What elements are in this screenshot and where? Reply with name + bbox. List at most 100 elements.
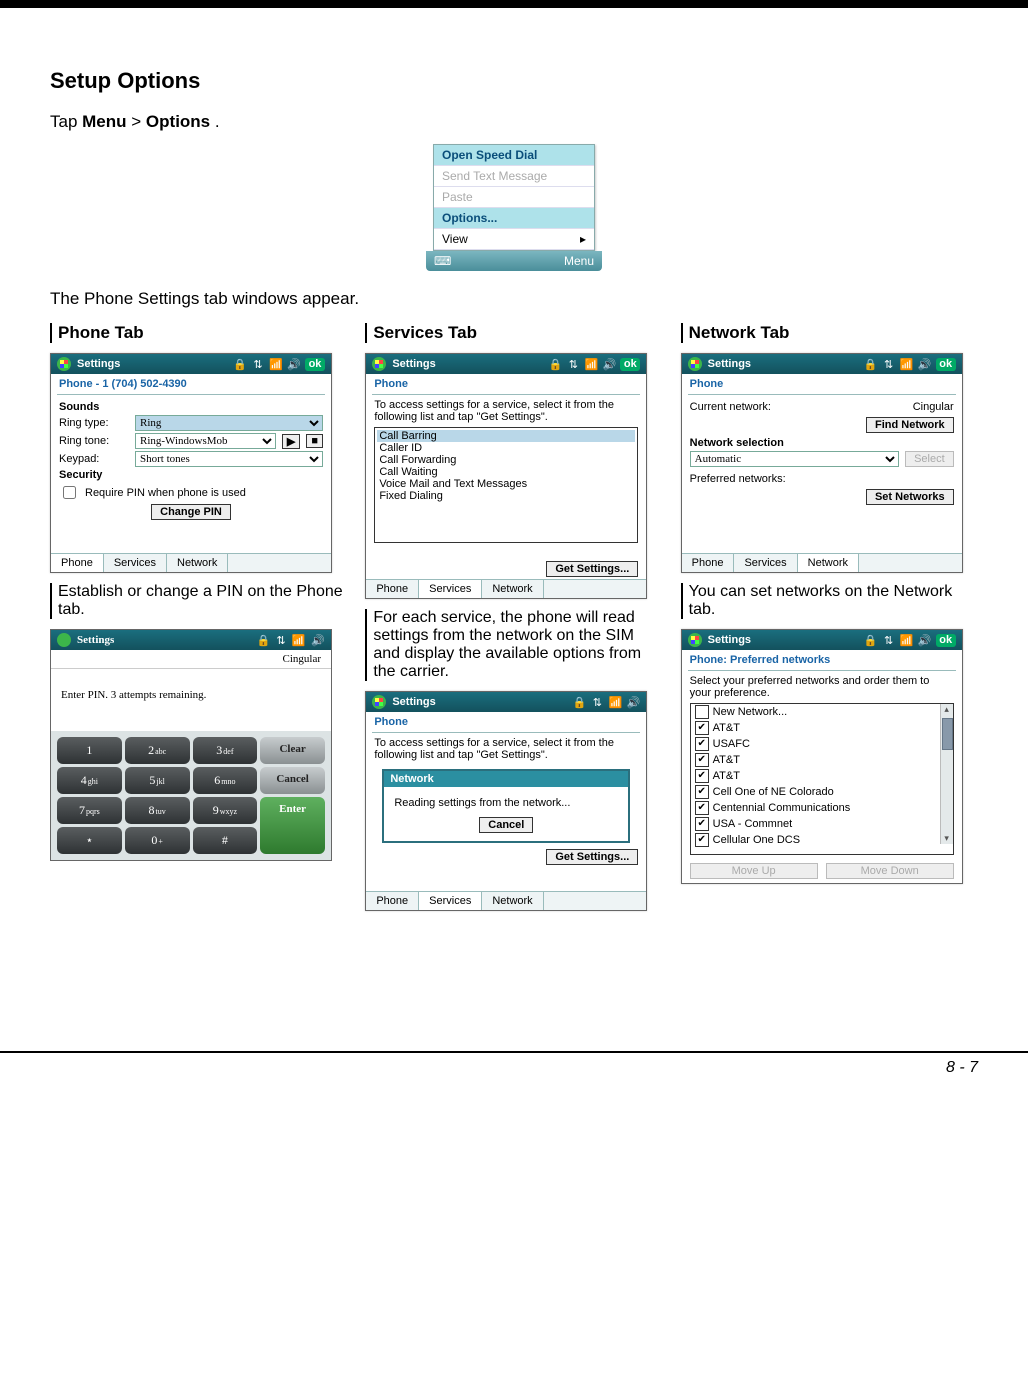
tab-network[interactable]: Network bbox=[482, 580, 543, 598]
prefnet-checkbox[interactable]: ✔ bbox=[695, 737, 709, 751]
signal-icon: 📶 bbox=[292, 634, 306, 647]
find-network-button[interactable]: Find Network bbox=[866, 417, 954, 433]
ringtone-select[interactable]: Ring-WindowsMob bbox=[135, 433, 276, 449]
key-enter[interactable]: Enter bbox=[260, 797, 325, 854]
prefnet-row[interactable]: ✔Centennial Communications bbox=[691, 800, 940, 816]
services-text: To access settings for a service, select… bbox=[374, 737, 638, 761]
tab-services[interactable]: Services bbox=[104, 554, 167, 572]
tab-phone[interactable]: Phone bbox=[366, 580, 419, 598]
menu-options[interactable]: Options... bbox=[434, 208, 594, 229]
network-selection-select[interactable]: Automatic bbox=[690, 451, 899, 467]
volume-icon: 🔊 bbox=[311, 634, 325, 647]
popup-cancel-button[interactable]: Cancel bbox=[479, 817, 533, 833]
tab-services[interactable]: Services bbox=[419, 892, 482, 910]
wm-titlebar: Settings 🔒 ⇅ 📶 🔊 ok bbox=[682, 354, 962, 374]
scrollbar[interactable] bbox=[940, 704, 953, 844]
get-settings-button[interactable]: Get Settings... bbox=[546, 849, 638, 865]
require-pin-checkbox[interactable] bbox=[63, 486, 76, 499]
services-list[interactable]: Call Barring Caller ID Call Forwarding C… bbox=[374, 427, 638, 543]
wm-title-text: Settings bbox=[708, 634, 858, 646]
service-item[interactable]: Voice Mail and Text Messages bbox=[377, 478, 635, 490]
prefnet-checkbox[interactable]: ✔ bbox=[695, 817, 709, 831]
prefnet-row[interactable]: ✔AT&T bbox=[691, 720, 940, 736]
change-pin-button[interactable]: Change PIN bbox=[151, 504, 231, 520]
select-network-button: Select bbox=[905, 451, 954, 467]
ringtype-select[interactable]: Ring bbox=[135, 415, 323, 431]
scrollbar-thumb[interactable] bbox=[942, 718, 953, 750]
prefnet-checkbox[interactable]: ✔ bbox=[695, 721, 709, 735]
move-down-button: Move Down bbox=[826, 863, 954, 879]
tab-network[interactable]: Network bbox=[167, 554, 228, 572]
sync-icon: ⇅ bbox=[276, 634, 285, 647]
menu-softkey[interactable]: ⌨ Menu bbox=[426, 251, 602, 271]
key-4[interactable]: 4ghi bbox=[57, 767, 122, 794]
service-item[interactable]: Caller ID bbox=[377, 442, 635, 454]
prefnet-list[interactable]: New Network...✔AT&T✔USAFC✔AT&T✔AT&T✔Cell… bbox=[690, 703, 954, 855]
service-item[interactable]: Call Barring bbox=[377, 430, 635, 442]
key-cancel[interactable]: Cancel bbox=[260, 767, 325, 794]
start-icon[interactable] bbox=[688, 633, 702, 647]
service-item[interactable]: Call Forwarding bbox=[377, 454, 635, 466]
service-item[interactable]: Fixed Dialing bbox=[377, 490, 635, 502]
prefnet-checkbox[interactable]: ✔ bbox=[695, 833, 709, 847]
menu-figure: Open Speed Dial Send Text Message Paste … bbox=[50, 144, 978, 271]
start-icon[interactable] bbox=[372, 695, 386, 709]
menu-open-speed-dial[interactable]: Open Speed Dial bbox=[434, 145, 594, 166]
key-1[interactable]: 1 bbox=[57, 737, 122, 764]
menu-paste: Paste bbox=[434, 187, 594, 208]
stop-button[interactable]: ■ bbox=[306, 434, 323, 448]
key-0[interactable]: 0+ bbox=[125, 827, 190, 854]
key-3[interactable]: 3def bbox=[193, 737, 258, 764]
start-icon[interactable] bbox=[57, 633, 71, 647]
prefnet-checkbox[interactable] bbox=[695, 705, 709, 719]
ok-button[interactable]: ok bbox=[936, 634, 956, 647]
service-item[interactable]: Call Waiting bbox=[377, 466, 635, 478]
key-8[interactable]: 8tuv bbox=[125, 797, 190, 824]
lock-icon: 🔒 bbox=[257, 634, 271, 647]
key-2[interactable]: 2abc bbox=[125, 737, 190, 764]
prefnet-row[interactable]: ✔USAFC bbox=[691, 736, 940, 752]
col-network-head: Network Tab bbox=[681, 323, 978, 343]
menu-view[interactable]: View ▸ bbox=[434, 229, 594, 250]
ok-button[interactable]: ok bbox=[620, 358, 640, 371]
keypad-select[interactable]: Short tones bbox=[135, 451, 323, 467]
tab-network[interactable]: Network bbox=[482, 892, 543, 910]
tab-network[interactable]: Network bbox=[798, 554, 859, 572]
key-7[interactable]: 7pqrs bbox=[57, 797, 122, 824]
tab-phone[interactable]: Phone bbox=[682, 554, 735, 572]
get-settings-button[interactable]: Get Settings... bbox=[546, 561, 638, 577]
ok-button[interactable]: ok bbox=[936, 358, 956, 371]
prefnet-row[interactable]: New Network... bbox=[691, 704, 940, 720]
start-icon[interactable] bbox=[57, 357, 71, 371]
set-networks-button[interactable]: Set Networks bbox=[866, 489, 954, 505]
tab-phone[interactable]: Phone bbox=[366, 892, 419, 910]
ok-button[interactable]: ok bbox=[305, 358, 325, 371]
key-9[interactable]: 9wxyz bbox=[193, 797, 258, 824]
tab-services[interactable]: Services bbox=[419, 580, 482, 598]
prefnet-row[interactable]: ✔USA - Commnet bbox=[691, 816, 940, 832]
lock-icon: 🔒 bbox=[548, 358, 562, 371]
prefnet-row[interactable]: ✔Cellular One DCS bbox=[691, 832, 940, 848]
key-5[interactable]: 5jkl bbox=[125, 767, 190, 794]
key-star[interactable]: ⋆ bbox=[57, 827, 122, 854]
key-clear[interactable]: Clear bbox=[260, 737, 325, 764]
start-icon[interactable] bbox=[688, 357, 702, 371]
key-hash[interactable]: # bbox=[193, 827, 258, 854]
prefnet-text: Select your preferred networks and order… bbox=[690, 675, 954, 699]
prefnet-label: AT&T bbox=[713, 754, 740, 766]
prefnet-checkbox[interactable]: ✔ bbox=[695, 753, 709, 767]
prefnet-checkbox[interactable]: ✔ bbox=[695, 801, 709, 815]
signal-icon: 📶 bbox=[608, 696, 622, 709]
key-6[interactable]: 6mno bbox=[193, 767, 258, 794]
prefnet-checkbox[interactable]: ✔ bbox=[695, 785, 709, 799]
prefnet-row[interactable]: ✔AT&T bbox=[691, 768, 940, 784]
start-icon[interactable] bbox=[372, 357, 386, 371]
prefnet-row[interactable]: ✔ AT&T bbox=[691, 752, 940, 768]
wm-status-icons: 🔒 ⇅ 📶 🔊 ok bbox=[864, 634, 956, 647]
prefnet-checkbox[interactable]: ✔ bbox=[695, 769, 709, 783]
prefnet-row[interactable]: ✔Cell One of NE Colorado bbox=[691, 784, 940, 800]
tab-phone[interactable]: Phone bbox=[51, 554, 104, 572]
wm-title-text: Settings bbox=[708, 358, 858, 370]
play-button[interactable]: ▶ bbox=[282, 434, 300, 449]
tab-services[interactable]: Services bbox=[734, 554, 797, 572]
